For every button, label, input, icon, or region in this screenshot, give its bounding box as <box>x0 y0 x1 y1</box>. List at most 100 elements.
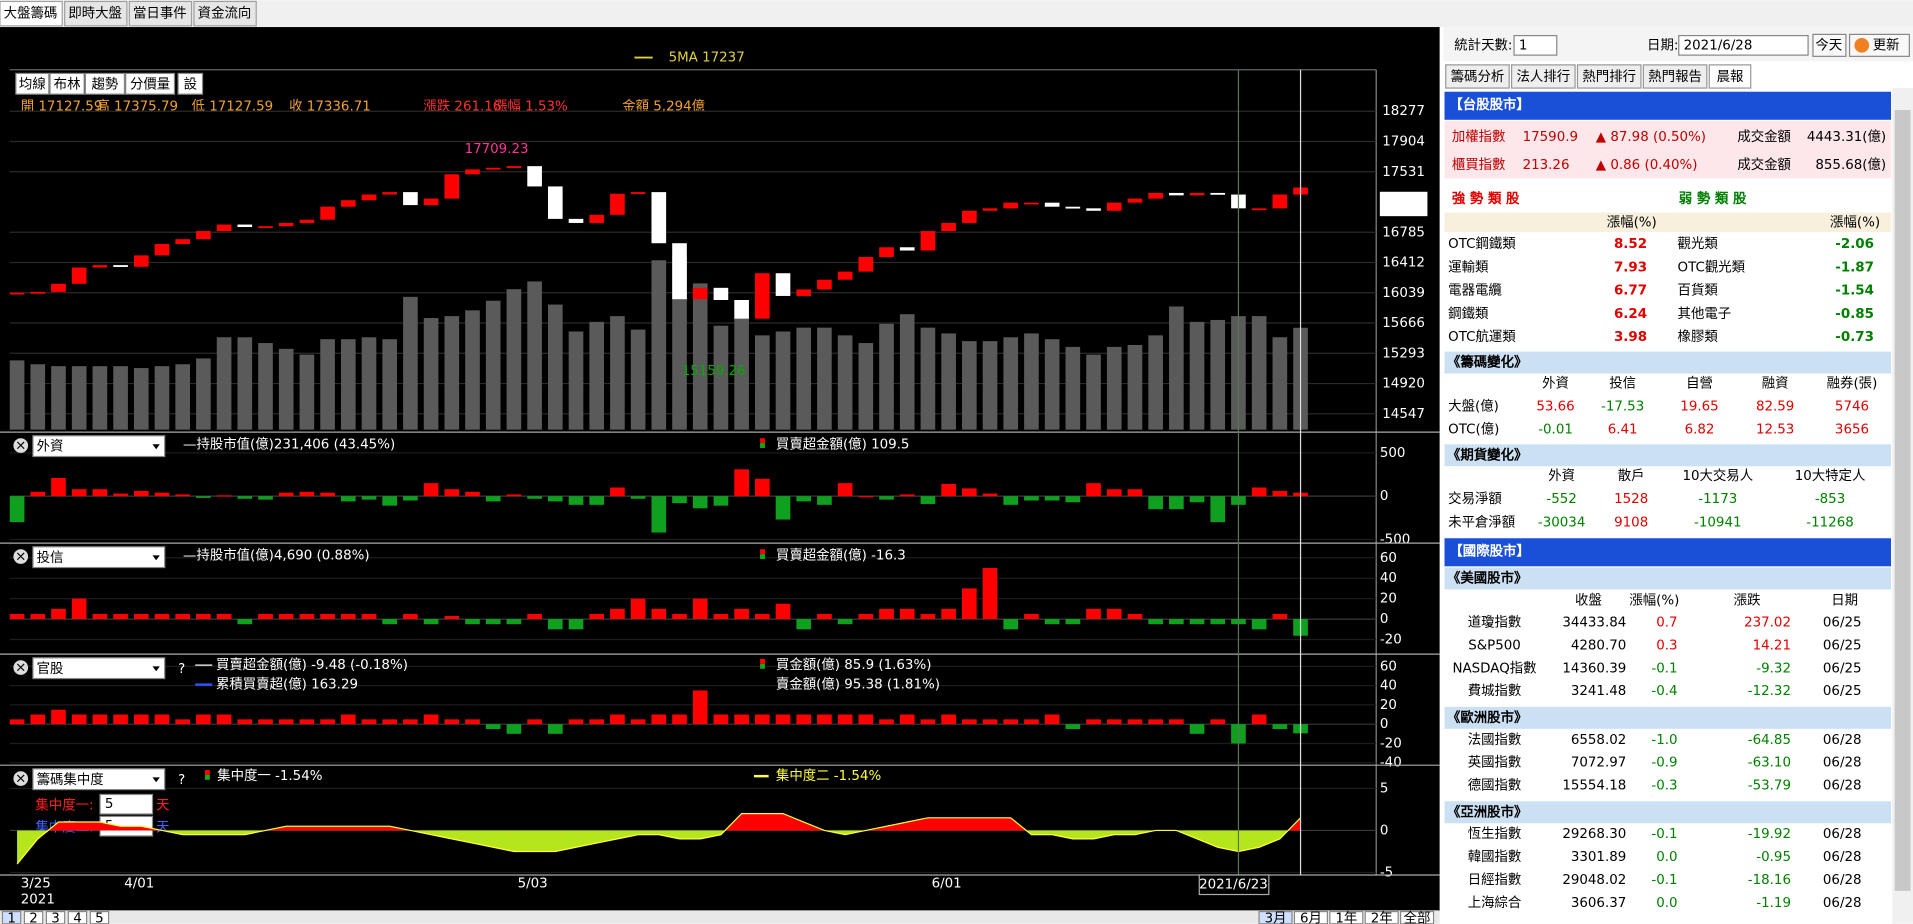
legend-swatch-up <box>760 438 765 444</box>
panel-tick-label: 60 <box>1380 551 1397 566</box>
panel-selector[interactable] <box>32 435 166 458</box>
flow-bar <box>133 714 149 725</box>
index-change: ▲ 87.98 (0.50%) <box>1596 130 1706 145</box>
flow-bar <box>382 719 398 725</box>
date-value[interactable]: 2021/6/28 <box>1684 38 1753 53</box>
days-select[interactable] <box>99 793 154 815</box>
market-date: 06/28 <box>1823 850 1862 865</box>
zoom-label[interactable]: 全部 <box>1404 909 1431 924</box>
tool-button-label[interactable]: 設 <box>184 76 197 92</box>
zoom-label[interactable]: 3月 <box>1265 911 1287 924</box>
tab-label[interactable]: 大盤籌碼 <box>4 6 58 22</box>
days-value[interactable]: 1 <box>1519 38 1528 53</box>
date-input[interactable] <box>1678 34 1809 56</box>
market-close: 15554.18 <box>1562 779 1626 794</box>
close-button[interactable] <box>13 660 29 675</box>
page-label[interactable]: 2 <box>29 911 38 924</box>
panel-tab[interactable] <box>1708 64 1752 89</box>
tool-button[interactable] <box>125 72 176 95</box>
page-label[interactable]: 5 <box>95 911 104 924</box>
market-date: 06/25 <box>1823 661 1862 676</box>
ohlc-text: 收 17336.71 <box>289 98 371 114</box>
candle <box>920 231 936 251</box>
market-date: 06/25 <box>1823 684 1862 699</box>
tool-button-label[interactable]: 布林 <box>54 76 81 92</box>
flow-bar <box>113 613 128 620</box>
page-label[interactable]: 3 <box>51 911 60 924</box>
panel-selector-label[interactable]: 籌碼集中度 <box>37 772 104 788</box>
sector-name: 電器電纜 <box>1448 282 1502 299</box>
close-button[interactable] <box>13 438 29 453</box>
price-tick-label: 15666 <box>1382 316 1425 331</box>
tool-button[interactable] <box>177 72 204 95</box>
zoom-label[interactable]: 1年 <box>1335 910 1357 924</box>
tool-button[interactable] <box>15 72 50 95</box>
flow-bar <box>1003 496 1019 505</box>
flow-bar <box>1189 496 1205 503</box>
panel-selector[interactable] <box>32 657 166 680</box>
zoom-label[interactable]: 6月 <box>1300 911 1322 924</box>
flow-bar <box>1272 724 1288 730</box>
panel-tab[interactable] <box>1642 64 1708 89</box>
subsection-bar <box>1444 351 1892 374</box>
panel-tab-label[interactable]: 晨報 <box>1717 69 1744 85</box>
panel-tick-label: -40 <box>1380 756 1402 771</box>
market-name: 上海綜合 <box>1468 895 1522 911</box>
tab-label[interactable]: 即時大盤 <box>68 6 122 22</box>
page-label[interactable]: 1 <box>7 911 16 924</box>
panel-tab-label[interactable]: 熱門排行 <box>1582 69 1636 85</box>
intl-header: 漲跌 <box>1734 592 1761 608</box>
panel-tab[interactable] <box>1511 64 1576 89</box>
zoom-label[interactable]: 2年 <box>1371 910 1393 924</box>
tab-label[interactable]: 資金流向 <box>198 6 252 22</box>
scrollbar-thumb[interactable] <box>1894 110 1911 891</box>
panel-selector[interactable] <box>32 546 166 569</box>
date-label: 日期: <box>1647 37 1678 53</box>
tool-button[interactable] <box>84 72 126 95</box>
panel-selector-label[interactable]: 投信 <box>37 550 64 566</box>
flow-bar <box>982 719 998 725</box>
volume-bar <box>527 281 542 430</box>
panel-selector[interactable] <box>32 768 166 791</box>
subsection-title: 《期貨變化》 <box>1447 446 1527 463</box>
net-text: 買賣超金額(億) -9.48 (-0.18%) <box>216 657 408 673</box>
panel-tab-label[interactable]: 法人排行 <box>1517 69 1571 85</box>
days-select[interactable] <box>1513 34 1558 56</box>
panel-tab-label[interactable]: 籌碼分析 <box>1451 69 1505 85</box>
flow-bar <box>672 613 687 620</box>
candle <box>962 210 977 223</box>
tab[interactable] <box>193 0 257 27</box>
price-tick-label: 14547 <box>1382 407 1425 422</box>
tool-button-label[interactable]: 均線 <box>19 76 46 92</box>
tab[interactable] <box>64 0 128 27</box>
panel-selector-label[interactable]: 外資 <box>37 439 64 455</box>
close-button[interactable] <box>13 549 29 564</box>
panel-tick-label: 500 <box>1380 446 1406 461</box>
panel-selector-label[interactable]: 官股 <box>37 661 64 677</box>
tool-button-label[interactable]: 分價量 <box>130 76 170 92</box>
tool-button-label[interactable]: 趨勢 <box>92 76 119 92</box>
days-value[interactable]: 5 <box>105 797 114 812</box>
close-button[interactable] <box>13 771 29 786</box>
candle <box>1127 198 1143 203</box>
tab[interactable] <box>128 0 193 27</box>
volume-bar <box>154 366 170 430</box>
flow-bar <box>92 714 108 725</box>
price-tick-label: 17904 <box>1382 134 1425 149</box>
tool-button[interactable] <box>49 72 85 95</box>
futures-value: -11268 <box>1806 515 1853 530</box>
refresh-label[interactable]: 更新 <box>1873 37 1900 53</box>
panel-tick-label: 20 <box>1380 592 1397 607</box>
panel-tab-label[interactable]: 熱門報告 <box>1648 69 1702 85</box>
page-label[interactable]: 4 <box>73 911 82 924</box>
flow-bar <box>9 719 25 725</box>
today-label[interactable]: 今天 <box>1815 37 1842 53</box>
flow-bar <box>1251 619 1267 630</box>
panel-tab[interactable] <box>1576 64 1642 89</box>
tab[interactable] <box>0 0 63 27</box>
sector-pct: 6.24 <box>1614 307 1647 322</box>
panel-tab[interactable] <box>1445 64 1510 89</box>
candle <box>796 289 812 296</box>
today-button[interactable] <box>1812 33 1847 57</box>
tab-label[interactable]: 當日事件 <box>133 6 187 22</box>
